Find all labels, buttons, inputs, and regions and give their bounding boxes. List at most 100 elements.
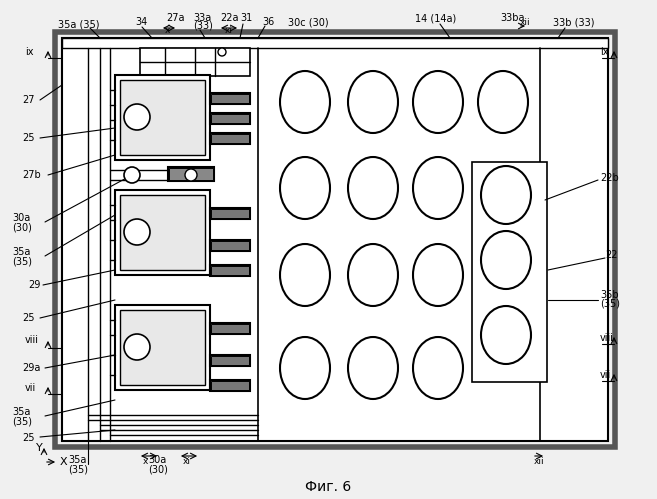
Text: 27b: 27b bbox=[22, 170, 41, 180]
Text: x: x bbox=[165, 25, 170, 34]
Ellipse shape bbox=[280, 71, 330, 133]
Bar bbox=[168, 167, 214, 181]
Text: 29a: 29a bbox=[22, 363, 40, 373]
Ellipse shape bbox=[481, 306, 531, 364]
Bar bbox=[210, 380, 250, 391]
Text: 25: 25 bbox=[22, 313, 35, 323]
Ellipse shape bbox=[124, 167, 140, 183]
Bar bbox=[472, 162, 547, 382]
Ellipse shape bbox=[124, 334, 150, 360]
Text: 33a: 33a bbox=[193, 13, 212, 23]
Text: 35b: 35b bbox=[600, 290, 619, 300]
Ellipse shape bbox=[348, 244, 398, 306]
Bar bbox=[169, 168, 213, 180]
Text: (35): (35) bbox=[12, 416, 32, 426]
Text: (35): (35) bbox=[68, 464, 88, 474]
Bar bbox=[210, 323, 250, 334]
Text: (30): (30) bbox=[148, 464, 168, 474]
Ellipse shape bbox=[481, 166, 531, 224]
Bar bbox=[210, 208, 250, 219]
Text: 36: 36 bbox=[262, 17, 274, 27]
Text: xii: xii bbox=[520, 17, 531, 26]
Text: 14 (14a): 14 (14a) bbox=[415, 13, 456, 23]
Text: 33ba: 33ba bbox=[500, 13, 524, 23]
Text: 22b: 22b bbox=[600, 173, 619, 183]
Text: 22: 22 bbox=[605, 250, 618, 260]
Text: 27a: 27a bbox=[166, 13, 185, 23]
Bar bbox=[115, 75, 210, 160]
Bar bbox=[210, 355, 250, 366]
Text: 22a: 22a bbox=[220, 13, 238, 23]
Ellipse shape bbox=[413, 157, 463, 219]
Ellipse shape bbox=[481, 231, 531, 289]
Text: 34: 34 bbox=[135, 17, 147, 27]
Text: 31: 31 bbox=[240, 13, 252, 23]
Text: (33): (33) bbox=[193, 20, 213, 30]
Text: 29: 29 bbox=[28, 280, 40, 290]
Bar bbox=[210, 265, 250, 276]
Text: 30a: 30a bbox=[148, 455, 166, 465]
Text: ix: ix bbox=[25, 47, 34, 57]
Ellipse shape bbox=[124, 104, 150, 130]
Bar bbox=[211, 356, 249, 365]
Bar bbox=[120, 310, 205, 385]
Bar bbox=[211, 114, 249, 123]
Text: Y: Y bbox=[36, 443, 43, 453]
Ellipse shape bbox=[478, 71, 528, 133]
Bar bbox=[210, 113, 250, 124]
Ellipse shape bbox=[280, 244, 330, 306]
Text: (35): (35) bbox=[600, 299, 620, 309]
Text: 35a (35): 35a (35) bbox=[58, 19, 99, 29]
Text: 27: 27 bbox=[22, 95, 35, 105]
Ellipse shape bbox=[124, 219, 150, 245]
Bar bbox=[210, 93, 250, 104]
Ellipse shape bbox=[413, 244, 463, 306]
Text: (35): (35) bbox=[12, 256, 32, 266]
Ellipse shape bbox=[348, 71, 398, 133]
Ellipse shape bbox=[280, 337, 330, 399]
Text: 30a: 30a bbox=[12, 213, 30, 223]
Bar bbox=[211, 266, 249, 275]
Text: 35a: 35a bbox=[12, 407, 30, 417]
Text: 35a: 35a bbox=[12, 247, 30, 257]
Text: X: X bbox=[60, 457, 68, 467]
Bar bbox=[211, 94, 249, 103]
Text: xi: xi bbox=[183, 458, 191, 467]
Bar bbox=[62, 38, 608, 48]
Text: xi: xi bbox=[225, 25, 233, 34]
Ellipse shape bbox=[348, 337, 398, 399]
Bar bbox=[211, 324, 249, 333]
Ellipse shape bbox=[348, 157, 398, 219]
Text: viii: viii bbox=[25, 335, 39, 345]
Text: 25: 25 bbox=[22, 133, 35, 143]
Text: xii: xii bbox=[534, 458, 545, 467]
Bar bbox=[62, 38, 608, 441]
Bar bbox=[55, 32, 615, 447]
Text: 35a: 35a bbox=[68, 455, 86, 465]
Text: 25: 25 bbox=[22, 433, 35, 443]
Bar bbox=[140, 48, 250, 76]
Ellipse shape bbox=[280, 157, 330, 219]
Ellipse shape bbox=[218, 48, 226, 56]
Bar bbox=[210, 133, 250, 144]
Bar bbox=[115, 305, 210, 390]
Ellipse shape bbox=[185, 169, 197, 181]
Text: Фиг. 6: Фиг. 6 bbox=[305, 480, 351, 494]
Bar bbox=[120, 80, 205, 155]
Text: vii: vii bbox=[600, 370, 611, 380]
Bar bbox=[211, 381, 249, 390]
Bar bbox=[211, 134, 249, 143]
Ellipse shape bbox=[413, 337, 463, 399]
Ellipse shape bbox=[413, 71, 463, 133]
Bar bbox=[115, 190, 210, 275]
Bar bbox=[211, 209, 249, 218]
Text: 30c (30): 30c (30) bbox=[288, 17, 328, 27]
Text: viii: viii bbox=[600, 333, 614, 343]
Text: (30): (30) bbox=[12, 222, 32, 232]
Bar bbox=[120, 195, 205, 270]
Text: vii: vii bbox=[25, 383, 36, 393]
Text: ix: ix bbox=[600, 47, 608, 57]
Bar bbox=[210, 240, 250, 251]
Text: x: x bbox=[143, 458, 148, 467]
Bar bbox=[211, 241, 249, 250]
